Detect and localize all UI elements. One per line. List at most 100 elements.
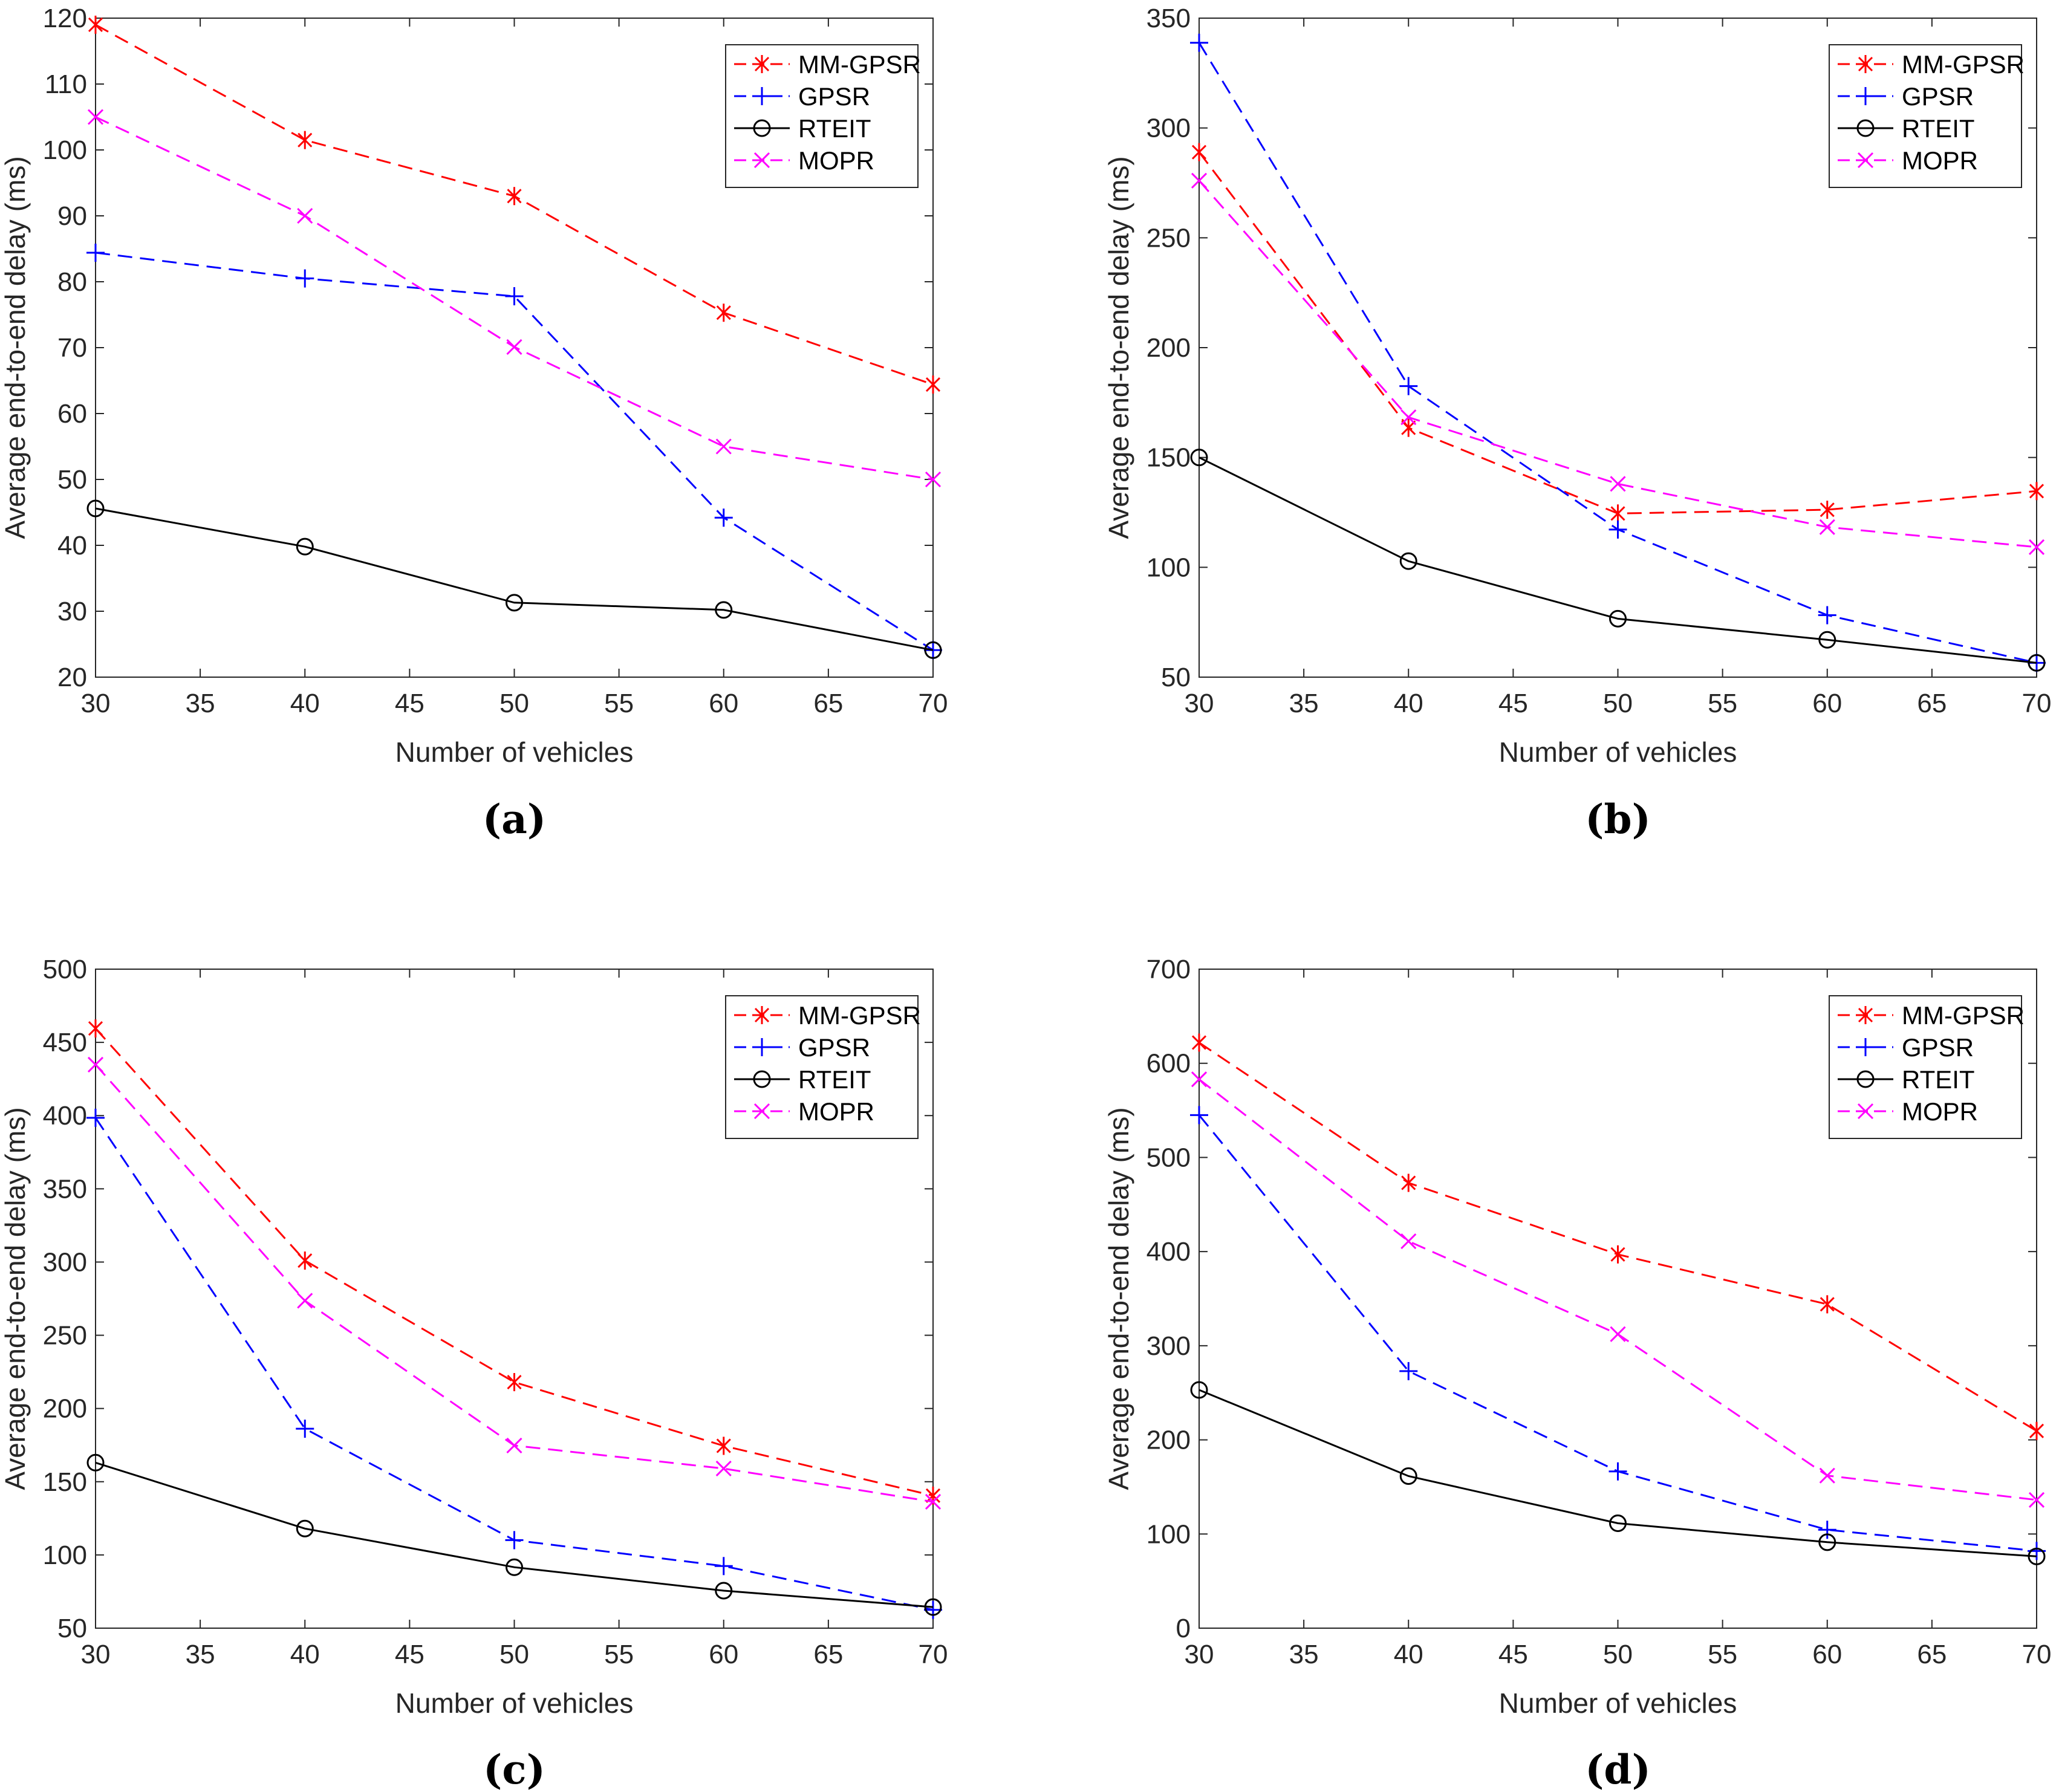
x-tick-label: 65	[813, 689, 843, 718]
data-point-gpsr	[1818, 1521, 1836, 1539]
legend-marker	[1858, 1006, 1873, 1024]
data-point-rteit-shape	[1609, 1514, 1627, 1533]
panel-caption: (b)	[1585, 796, 1651, 843]
y-tick-label: 250	[43, 1321, 87, 1351]
data-point-gpsr	[924, 641, 942, 660]
x-tick-label: 50	[499, 1640, 529, 1669]
legend-marker	[753, 87, 771, 105]
y-tick-label: 110	[45, 70, 87, 99]
data-point-rteit	[1609, 609, 1627, 628]
legend-entry: MM-GPSR	[734, 50, 921, 79]
data-point-mopr-d2	[87, 109, 104, 125]
data-point-rteit-shape	[1818, 631, 1836, 649]
data-point-rteit	[1818, 631, 1836, 649]
data-point-mopr	[1819, 1467, 1835, 1484]
y-tick-label: 250	[1147, 223, 1191, 253]
legend-marker-shape	[753, 1070, 771, 1088]
y-axis-label: Average end-to-end delay (ms)	[1103, 156, 1134, 539]
data-point-mopr	[1610, 476, 1626, 492]
y-tick-label: 90	[57, 201, 87, 231]
data-point-mm-gpsr-d2	[716, 305, 731, 320]
data-point-gpsr	[1399, 377, 1418, 395]
y-tick-label: 70	[57, 333, 87, 363]
data-point-rteit	[715, 601, 733, 619]
data-point-mopr	[1610, 1326, 1626, 1342]
x-tick-label: 60	[709, 689, 738, 718]
data-point-mm-gpsr	[1191, 1033, 1207, 1052]
series-line-rteit	[95, 507, 934, 651]
data-point-mopr-d2	[506, 1437, 522, 1454]
data-point-mopr-d2	[297, 1293, 313, 1309]
y-tick-label: 0	[1176, 1614, 1191, 1643]
legend-label: RTEIT	[1902, 114, 1975, 143]
legend-entry: MM-GPSR	[1838, 50, 2025, 79]
y-tick-label: 100	[43, 135, 87, 165]
data-point-mopr	[1191, 1071, 1208, 1088]
legend-label: RTEIT	[798, 1065, 871, 1094]
x-tick-label: 40	[290, 689, 320, 718]
data-point-mopr-d2	[1191, 172, 1208, 189]
data-point-rteit-shape	[1609, 609, 1627, 628]
legend-marker-shape	[1856, 119, 1875, 137]
legend: MM-GPSR GPSR RTEIT MOPR	[725, 995, 921, 1139]
data-point-rteit	[2028, 654, 2046, 672]
data-point-gpsr	[714, 1557, 733, 1576]
data-point-mopr-d2	[1400, 409, 1417, 426]
y-tick-label: 80	[57, 267, 87, 297]
data-point-rteit	[296, 1519, 314, 1537]
x-tick-label: 45	[1498, 1640, 1528, 1669]
x-tick-label: 70	[2022, 689, 2052, 718]
data-point-mm-gpsr	[2029, 1421, 2044, 1440]
series-line-gpsr	[95, 252, 934, 651]
x-tick-label: 60	[709, 1640, 738, 1669]
data-point-mm-gpsr	[1401, 418, 1416, 437]
data-point-mopr	[925, 1493, 942, 1510]
data-point-mopr-d2	[715, 438, 732, 455]
series-rteit	[86, 499, 942, 659]
y-tick-label: 300	[1147, 114, 1191, 143]
legend-marker	[1856, 1038, 1875, 1056]
legend-entry: MM-GPSR	[1838, 1001, 2025, 1030]
data-point-rteit-shape	[2028, 654, 2046, 672]
legend-entry: GPSR	[1838, 82, 1974, 111]
legend-entry: MOPR	[1838, 1097, 1978, 1126]
y-axis-label: Average end-to-end delay (ms)	[0, 1107, 31, 1490]
legend-marker	[1856, 87, 1875, 105]
data-point-gpsr	[1399, 1362, 1418, 1380]
legend-entry: GPSR	[734, 82, 870, 111]
x-tick-label: 30	[81, 1640, 111, 1669]
y-tick-label: 200	[1147, 333, 1191, 363]
series-mopr	[1191, 172, 2045, 555]
data-point-mopr	[1400, 1233, 1417, 1250]
x-tick-label: 65	[1917, 689, 1947, 718]
data-point-rteit-shape	[715, 601, 733, 619]
data-point-rteit	[506, 1558, 523, 1576]
data-point-gpsr	[86, 244, 105, 262]
legend-marker-d2	[754, 1007, 770, 1023]
y-tick-label: 500	[1147, 1143, 1191, 1172]
legend-marker	[1857, 1103, 1874, 1120]
series-gpsr	[86, 1108, 942, 1619]
data-point-mm-gpsr-d2	[1401, 420, 1416, 435]
data-point-mm-gpsr	[716, 1437, 731, 1455]
data-point-rteit-shape	[86, 499, 105, 518]
legend-entry: RTEIT	[1838, 1065, 1975, 1094]
chart-panel-2: 30 35 40 45 50 55 60 65 70 50 100 150 200 250 300 350 Nu…	[1103, 4, 2051, 843]
data-point-mm-gpsr-d2	[1820, 502, 1835, 518]
data-point-rteit-shape	[715, 1582, 733, 1600]
legend-entry: RTEIT	[1838, 114, 1975, 143]
data-point-mm-gpsr-d2	[1191, 144, 1207, 160]
legend-marker	[754, 55, 770, 73]
data-point-rteit-shape	[1818, 1533, 1836, 1551]
data-point-rteit-shape	[1190, 449, 1208, 467]
legend: MM-GPSR GPSR RTEIT MOPR	[725, 44, 921, 188]
data-point-rteit	[1190, 449, 1208, 467]
data-point-mopr	[715, 1460, 732, 1477]
data-point-mm-gpsr-d2	[716, 1438, 731, 1453]
data-point-mopr-d2	[297, 207, 313, 224]
y-tick-label: 300	[43, 1247, 87, 1277]
data-point-mm-gpsr-d2	[88, 17, 103, 32]
data-point-mopr-d2	[1400, 1233, 1417, 1250]
data-point-mopr	[87, 1056, 104, 1073]
data-point-rteit	[506, 594, 523, 612]
